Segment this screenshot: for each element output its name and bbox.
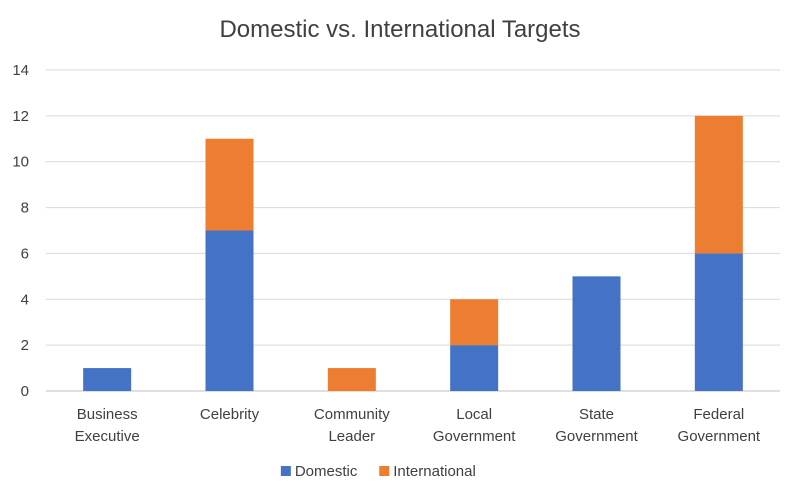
legend-label-international: International: [393, 463, 476, 480]
x-category-label: Federal Government: [678, 406, 761, 445]
bar-domestic-3: [450, 345, 499, 391]
legend-swatch-domestic: [280, 466, 291, 476]
legend-swatch-international: [379, 466, 390, 476]
x-category-label: Community Leader: [314, 406, 390, 445]
bar-domestic-0: [83, 368, 132, 391]
bars: [83, 115, 743, 391]
legend-label-domestic: Domestic: [295, 463, 358, 480]
y-axis-ticks: 0 2 4 6 8 10 12 14: [12, 62, 29, 400]
legend: Domestic International: [280, 463, 476, 480]
y-tick-label: 10: [12, 154, 29, 171]
bar-domestic-1: [205, 230, 254, 391]
bar-international-5: [694, 115, 743, 254]
x-axis-categories: Business Executive Celebrity Community Leade…: [75, 406, 761, 445]
x-category-label: Celebrity: [200, 406, 260, 423]
y-tick-label: 12: [12, 108, 29, 125]
chart-title: Domestic vs. International Targets: [219, 16, 580, 43]
x-category-label: State Government: [555, 406, 638, 445]
bar-international-1: [205, 138, 254, 231]
bar-international-2: [327, 368, 376, 391]
y-tick-label: 14: [12, 62, 29, 79]
x-category-label: Local Government: [433, 406, 516, 445]
y-tick-label: 4: [21, 291, 29, 308]
bar-international-3: [450, 299, 499, 346]
y-tick-label: 6: [21, 245, 29, 262]
y-tick-label: 2: [21, 337, 29, 354]
bar-domestic-5: [694, 253, 743, 391]
gridlines: [46, 69, 780, 392]
bar-domestic-4: [572, 276, 621, 391]
x-category-label: Business Executive: [75, 406, 140, 445]
y-tick-label: 0: [21, 383, 29, 400]
y-tick-label: 8: [21, 200, 29, 217]
